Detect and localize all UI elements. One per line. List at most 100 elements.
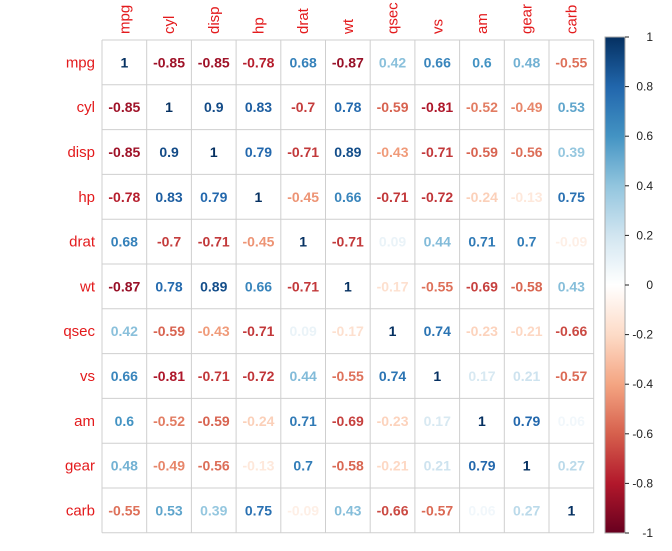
colorbar-tick-label: 1 bbox=[646, 30, 653, 44]
col-label-cyl: cyl bbox=[161, 16, 178, 34]
cell-value-vs-cyl: -0.81 bbox=[153, 368, 185, 384]
cell-value-vs-mpg: 0.66 bbox=[111, 368, 138, 384]
row-label-disp: disp bbox=[67, 144, 95, 161]
cell-value-cyl-am: -0.52 bbox=[466, 99, 498, 115]
cell-value-disp-wt: 0.89 bbox=[334, 144, 361, 160]
cell-value-wt-carb: 0.43 bbox=[558, 278, 585, 294]
cell-value-disp-hp: 0.79 bbox=[245, 144, 272, 160]
row-label-wt: wt bbox=[79, 278, 96, 295]
cell-value-am-vs: 0.17 bbox=[424, 413, 451, 429]
color-legend: 1 0.8 0.6 0.4 0.2 0 -0.2 -0.4 -0.6 -0.8 -1 bbox=[604, 30, 653, 540]
colorbar-tick-label: -0.8 bbox=[632, 476, 653, 490]
cell-value-vs-hp: -0.72 bbox=[242, 368, 274, 384]
cell-value-cyl-wt: 0.78 bbox=[334, 99, 361, 115]
cell-value-gear-carb: 0.27 bbox=[558, 458, 585, 474]
cell-value-carb-qsec: -0.66 bbox=[377, 502, 409, 518]
cell-value-disp-mpg: -0.85 bbox=[108, 144, 140, 160]
cell-value-wt-am: -0.69 bbox=[466, 278, 498, 294]
cell-value-gear-wt: -0.58 bbox=[332, 458, 364, 474]
cell-value-disp-cyl: 0.9 bbox=[159, 144, 179, 160]
cell-value-qsec-wt: -0.17 bbox=[332, 323, 364, 339]
variable-labels: mpg cyl disp hp drat wt qsec vs am gear carb mpg cyl… bbox=[63, 2, 580, 520]
cell-value-carb-mpg: -0.55 bbox=[108, 502, 140, 518]
cell-value-hp-mpg: -0.78 bbox=[108, 189, 140, 205]
colorbar-tick-label: 0.6 bbox=[636, 129, 653, 143]
cell-value-gear-disp: -0.56 bbox=[198, 458, 230, 474]
cell-value-drat-qsec: 0.09 bbox=[379, 234, 406, 250]
cell-value-drat-gear: 0.7 bbox=[517, 234, 537, 250]
cell-value-mpg-carb: -0.55 bbox=[555, 54, 587, 70]
cell-value-carb-vs: -0.57 bbox=[421, 502, 453, 518]
cell-value-hp-qsec: -0.71 bbox=[377, 189, 409, 205]
colorbar-tick-label: 0.2 bbox=[636, 228, 653, 242]
cell-value-am-drat: 0.71 bbox=[290, 413, 317, 429]
cell-value-hp-hp: 1 bbox=[255, 189, 263, 205]
cell-value-vs-gear: 0.21 bbox=[513, 368, 540, 384]
cell-value-gear-vs: 0.21 bbox=[424, 458, 451, 474]
cell-value-mpg-cyl: -0.85 bbox=[153, 54, 185, 70]
cell-value-hp-cyl: 0.83 bbox=[155, 189, 182, 205]
colorbar-tick-label: 0.8 bbox=[636, 80, 653, 94]
cell-value-carb-drat: -0.09 bbox=[287, 502, 319, 518]
cell-value-drat-hp: -0.45 bbox=[242, 234, 274, 250]
cell-value-gear-hp: -0.13 bbox=[242, 458, 274, 474]
cell-value-am-hp: -0.24 bbox=[242, 413, 274, 429]
cell-value-drat-carb: -0.09 bbox=[555, 234, 587, 250]
colorbar-tick-label: 0 bbox=[646, 278, 653, 292]
cell-values: 1 -0.85 -0.85 -0.78 0.68 -0.87 0.42 0.66 0.6 0.48… bbox=[108, 54, 587, 518]
cell-value-cyl-drat: -0.7 bbox=[291, 99, 315, 115]
colorbar-tick-label: -0.2 bbox=[632, 328, 653, 342]
cell-value-gear-qsec: -0.21 bbox=[377, 458, 409, 474]
cell-value-cyl-hp: 0.83 bbox=[245, 99, 272, 115]
cell-value-mpg-gear: 0.48 bbox=[513, 54, 540, 70]
cell-value-hp-vs: -0.72 bbox=[421, 189, 453, 205]
cell-value-gear-am: 0.79 bbox=[468, 458, 495, 474]
cell-value-wt-cyl: 0.78 bbox=[155, 278, 182, 294]
cell-value-hp-gear: -0.13 bbox=[511, 189, 543, 205]
cell-value-carb-wt: 0.43 bbox=[334, 502, 361, 518]
colorbar bbox=[604, 36, 626, 534]
cell-value-am-wt: -0.69 bbox=[332, 413, 364, 429]
row-label-am: am bbox=[74, 413, 95, 430]
grid-layer bbox=[101, 39, 595, 534]
cell-value-carb-hp: 0.75 bbox=[245, 502, 272, 518]
cell-value-cyl-vs: -0.81 bbox=[421, 99, 453, 115]
row-label-hp: hp bbox=[78, 189, 95, 206]
cell-value-qsec-mpg: 0.42 bbox=[111, 323, 138, 339]
col-label-qsec: qsec bbox=[385, 2, 402, 34]
cell-value-disp-gear: -0.56 bbox=[511, 144, 543, 160]
cell-value-vs-carb: -0.57 bbox=[555, 368, 587, 384]
colorbar-tick-label: 0.4 bbox=[636, 179, 653, 193]
cell-value-drat-am: 0.71 bbox=[468, 234, 495, 250]
cell-value-qsec-cyl: -0.59 bbox=[153, 323, 185, 339]
cell-value-drat-vs: 0.44 bbox=[424, 234, 451, 250]
cell-value-cyl-carb: 0.53 bbox=[558, 99, 585, 115]
cell-value-wt-disp: 0.89 bbox=[200, 278, 227, 294]
cell-value-wt-mpg: -0.87 bbox=[108, 278, 140, 294]
cell-value-gear-mpg: 0.48 bbox=[111, 458, 138, 474]
cell-value-mpg-wt: -0.87 bbox=[332, 54, 364, 70]
cell-value-wt-gear: -0.58 bbox=[511, 278, 543, 294]
cell-value-qsec-drat: 0.09 bbox=[290, 323, 317, 339]
cell-value-vs-vs: 1 bbox=[433, 368, 441, 384]
row-label-qsec: qsec bbox=[63, 323, 95, 340]
col-label-disp: disp bbox=[206, 6, 223, 34]
col-label-wt: wt bbox=[340, 18, 357, 35]
cell-value-qsec-carb: -0.66 bbox=[555, 323, 587, 339]
cell-value-hp-drat: -0.45 bbox=[287, 189, 319, 205]
col-label-am: am bbox=[474, 13, 491, 34]
cell-value-am-cyl: -0.52 bbox=[153, 413, 185, 429]
cell-value-qsec-hp: -0.71 bbox=[242, 323, 274, 339]
colorbar-tick-label: -0.6 bbox=[632, 427, 653, 441]
cell-value-am-mpg: 0.6 bbox=[115, 413, 135, 429]
cell-value-hp-am: -0.24 bbox=[466, 189, 498, 205]
cell-value-am-am: 1 bbox=[478, 413, 486, 429]
cell-value-disp-qsec: -0.43 bbox=[377, 144, 409, 160]
row-label-vs: vs bbox=[80, 368, 95, 385]
colorbar-tick-label: -0.4 bbox=[632, 377, 653, 391]
colorbar-tick-label: -1 bbox=[642, 526, 653, 540]
col-label-gear: gear bbox=[519, 4, 536, 34]
cell-value-cyl-disp: 0.9 bbox=[204, 99, 224, 115]
cell-value-mpg-disp: -0.85 bbox=[198, 54, 230, 70]
